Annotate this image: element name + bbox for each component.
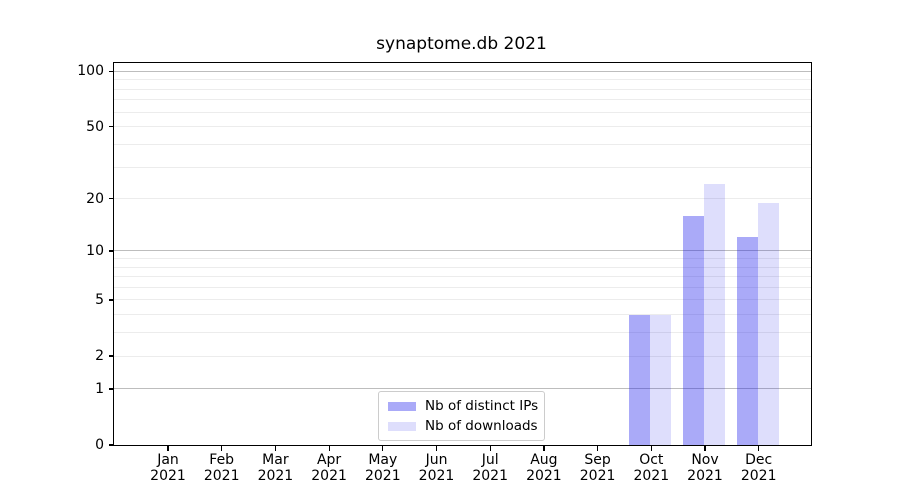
y-tick-mark-10 (109, 250, 114, 252)
legend-swatch-distinct-ips (388, 401, 416, 411)
x-tick-mark-mar-2021 (274, 446, 277, 451)
bar-nb-of-downloads-dec-2021 (757, 202, 779, 445)
y-tick-mark-50 (109, 126, 114, 128)
x-tick-mark-dec-2021 (758, 446, 760, 451)
x-tick-mark-feb-2021 (221, 446, 223, 451)
x-tick-mark-nov-2021 (704, 446, 706, 451)
y-tick-label-5: 5 (95, 291, 104, 308)
y-tick-mark-5 (109, 299, 114, 301)
gridline-minor-3 (114, 332, 811, 334)
x-tick-mark-apr-2021 (328, 446, 330, 451)
gridline-minor-5 (114, 299, 811, 301)
x-tick-label-dec-2021: Dec 2021 (740, 452, 777, 484)
y-tick-label-20: 20 (86, 190, 104, 207)
gridline-major-100 (114, 70, 811, 72)
bar-nb-of-downloads-oct-2021 (650, 314, 672, 445)
y-tick-mark-2 (109, 355, 114, 357)
y-tick-label-2: 2 (95, 348, 104, 365)
y-tick-label-50: 50 (86, 118, 104, 135)
gridline-minor-30 (114, 166, 811, 168)
gridline-minor-60 (114, 111, 811, 113)
y-tick-label-0: 0 (95, 437, 104, 453)
x-tick-label-aug-2021: Aug 2021 (526, 452, 562, 484)
x-tick-label-oct-2021: Oct 2021 (633, 452, 670, 484)
gridline-minor-6 (114, 286, 811, 288)
legend: Nb of distinct IPs Nb of downloads (378, 391, 545, 441)
gridline-minor-70 (114, 99, 811, 101)
x-tick-label-jan-2021: Jan 2021 (150, 452, 186, 484)
x-tick-mark-jul-2021 (489, 446, 491, 451)
x-tick-label-apr-2021: Apr 2021 (311, 452, 347, 484)
gridline-minor-50 (114, 126, 811, 128)
x-tick-label-mar-2021: Mar 2021 (257, 452, 294, 484)
gridline-minor-9 (114, 258, 811, 260)
gridline-major-10 (114, 250, 811, 252)
x-tick-label-jul-2021: Jul 2021 (472, 452, 508, 484)
y-tick-mark-100 (109, 70, 114, 73)
gridline-minor-4 (114, 314, 811, 316)
gridline-major-1 (114, 388, 811, 390)
legend-item-distinct-ips: Nb of distinct IPs (388, 398, 539, 414)
x-tick-label-may-2021: May 2021 (364, 452, 401, 484)
bar-nb-of-distinct-ips-nov-2021 (683, 215, 704, 445)
x-tick-label-sep-2021: Sep 2021 (579, 452, 616, 484)
y-tick-label-1: 1 (95, 380, 104, 397)
bar-nb-of-distinct-ips-oct-2021 (629, 314, 651, 445)
bar-nb-of-downloads-nov-2021 (704, 184, 725, 445)
y-tick-mark-20 (109, 197, 114, 200)
bar-nb-of-distinct-ips-dec-2021 (736, 237, 758, 445)
x-tick-mark-jun-2021 (435, 446, 438, 451)
gridline-minor-40 (114, 143, 811, 145)
gridline-minor-20 (114, 198, 811, 200)
legend-item-downloads: Nb of downloads (388, 418, 538, 434)
x-tick-mark-oct-2021 (650, 446, 652, 451)
legend-label-distinct-ips: Nb of distinct IPs (425, 398, 539, 414)
x-tick-mark-may-2021 (382, 446, 384, 451)
gridline-minor-7 (114, 276, 811, 278)
gridline-minor-8 (114, 266, 811, 268)
gridline-minor-90 (114, 79, 811, 81)
legend-label-downloads: Nb of downloads (425, 418, 538, 434)
plot-area: Nb of distinct IPs Nb of downloads (113, 62, 812, 446)
x-tick-label-jun-2021: Jun 2021 (418, 452, 455, 484)
x-tick-label-feb-2021: Feb 2021 (203, 452, 240, 484)
gridline-minor-80 (114, 88, 811, 90)
chart-title: synaptome.db 2021 (376, 34, 547, 54)
x-tick-label-nov-2021: Nov 2021 (687, 452, 723, 484)
y-tick-mark-0 (109, 444, 114, 446)
y-tick-label-10: 10 (86, 242, 104, 259)
y-tick-label-100: 100 (77, 63, 104, 80)
x-tick-mark-sep-2021 (597, 446, 599, 451)
gridline-minor-2 (114, 355, 811, 357)
y-tick-mark-1 (109, 388, 114, 390)
x-tick-mark-jan-2021 (167, 446, 169, 451)
x-tick-mark-aug-2021 (543, 446, 545, 451)
legend-swatch-downloads (388, 421, 416, 431)
